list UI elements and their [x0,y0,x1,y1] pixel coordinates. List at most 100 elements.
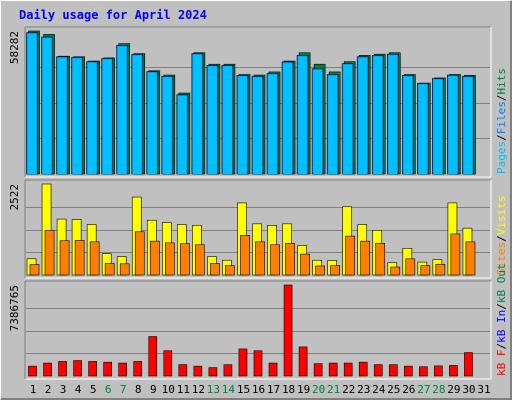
x-tick-label: 20 [312,383,325,396]
x-tick-label: 2 [45,383,52,396]
bar-kb [298,346,308,377]
bar-sites [360,240,371,276]
bar-pages [57,57,67,175]
bar-sites [270,244,280,276]
chart-title: Daily usage for April 2024 [19,8,207,22]
bar-pages [418,84,428,174]
bar-pages [433,79,443,174]
legend-hits-files-pages: Pages/Files/Hits [495,68,508,174]
x-tick-label: 25 [387,383,400,396]
bar-pages [132,55,142,174]
x-tick-label: 14 [222,383,236,396]
x-tick-label: 24 [372,383,386,396]
bar-pages [237,76,247,174]
bar-pages [313,69,323,174]
x-tick-label: 15 [237,383,250,396]
x-tick-label: 19 [297,383,310,396]
bar-kb [118,362,128,377]
x-tick-label: 29 [447,383,460,396]
bar-pages [87,62,97,174]
bar-kb [103,361,112,377]
bars-hits-files-pages [26,30,476,175]
legend-item: Files [495,101,508,134]
x-tick-label: 21 [327,383,340,396]
bar-pages [388,55,398,174]
legend-text: Sites/Visits [495,196,508,276]
bar-pages [328,75,338,174]
legend-visits-sites: Sites/Visits [495,196,508,276]
bar-sites [315,265,325,276]
bar-sites [435,263,446,276]
legend-separator: / [495,303,508,310]
bar-sites [149,240,160,276]
bars-kbytes [28,284,473,377]
bar-pages [207,66,217,174]
legend-item: kB F [495,350,508,377]
bar-sites [164,242,175,276]
legend-separator: / [495,343,508,350]
bar-kb [373,364,383,377]
x-tick-label: 17 [267,383,280,396]
bar-kb [404,365,413,377]
bar-pages [147,72,157,174]
legend-item: kB In [495,310,508,343]
x-tick-label: 8 [135,383,142,396]
x-tick-label: 31 [477,383,490,396]
y-tick-label: 58282 [8,31,21,64]
bar-pages [373,56,383,174]
bar-sites [210,263,220,276]
bar-kb [133,361,143,377]
x-tick-label: 9 [150,383,157,396]
bar-kb [253,350,263,377]
legend-item: Pages [495,141,508,174]
bar-pages [192,54,202,175]
bar-sites [44,230,55,276]
bar-pages [268,74,278,174]
bar-pages [298,56,308,174]
bar-kb [268,362,278,377]
bar-kb [358,361,368,377]
bar-sites [375,243,386,276]
bar-sites [285,243,295,276]
bar-sites [390,266,401,276]
bar-sites [29,264,40,276]
bar-kb [328,362,338,377]
bar-kb [283,284,293,377]
bar-sites [405,258,416,276]
bar-pages [463,77,473,174]
bar-sites [225,265,235,276]
bar-kb [208,367,218,377]
bars-visits-sites [26,183,476,276]
legend-item: Hits [495,68,508,95]
x-tick-label: 4 [75,383,82,396]
bar-kb [313,363,323,377]
legend-text: Pages/Files/Hits [495,68,508,174]
bar-kb [388,364,398,377]
bar-sites [300,253,310,276]
bar-pages [343,64,353,174]
bar-kb [178,364,188,377]
bar-sites [240,235,250,276]
bar-kb [419,366,428,377]
bar-sites [59,240,70,276]
x-tick-label: 7 [120,383,127,396]
x-tick-label: 1 [30,383,37,396]
bar-pages [177,95,187,174]
x-tick-label: 6 [105,383,112,396]
bar-pages [283,62,293,174]
legend-separator: / [495,235,508,242]
bar-kb [238,348,248,377]
bar-kb [343,362,353,377]
bar-sites [345,235,356,276]
bar-sites [195,244,205,276]
legend-item: kB Out [495,263,508,303]
bar-pages [42,38,52,174]
x-tick-label: 10 [162,383,175,396]
bar-kb [193,365,203,377]
bar-sites [180,243,190,276]
bar-sites [330,265,340,276]
legend-text: kB F/kB In/kB Out [495,263,508,376]
